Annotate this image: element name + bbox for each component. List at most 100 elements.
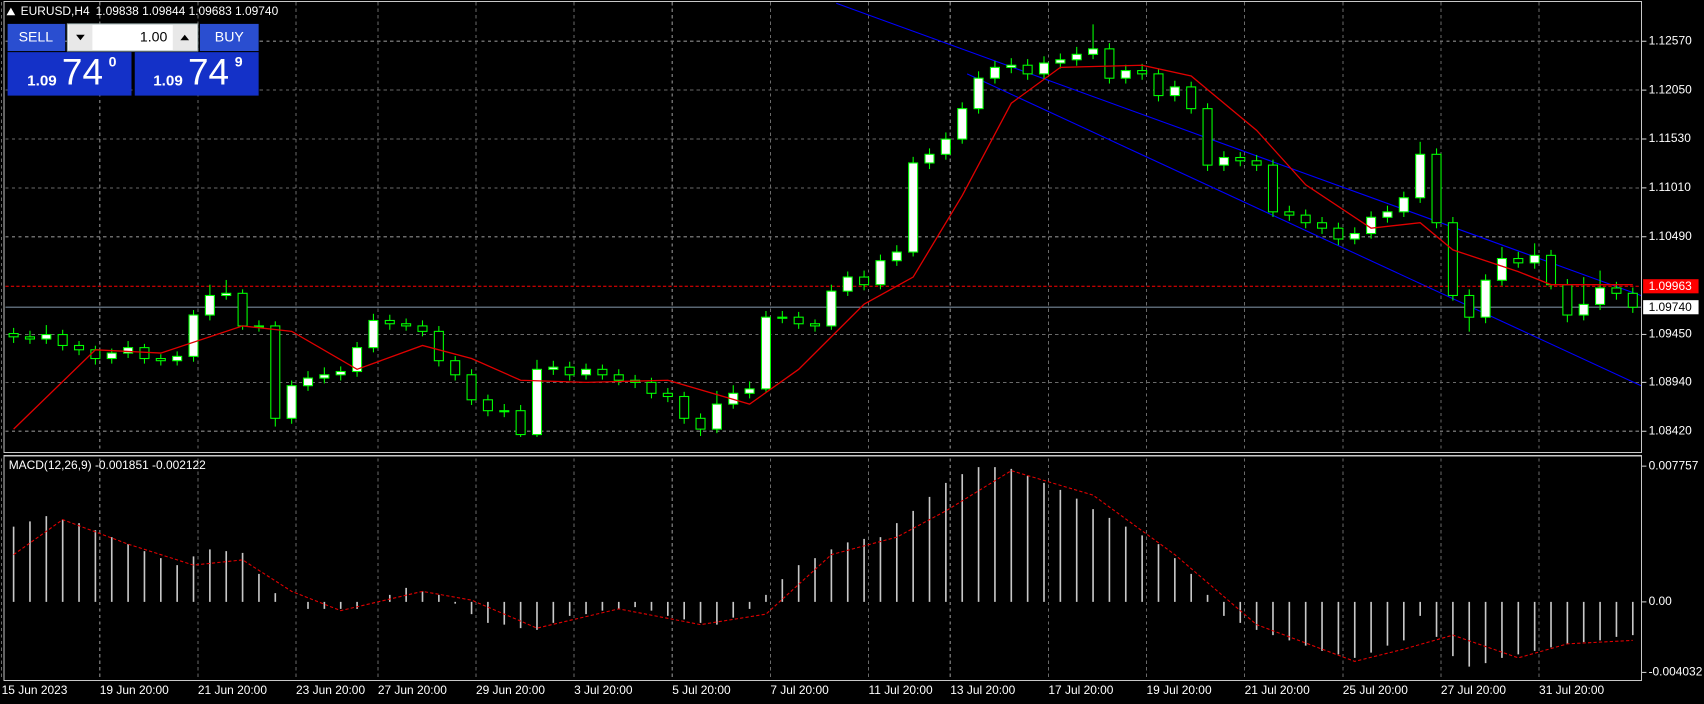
macd-signal	[13, 470, 1633, 662]
candle-body	[646, 381, 657, 394]
x-tick-label: 3 Jul 20:00	[574, 683, 633, 697]
candle-body	[1480, 279, 1491, 318]
price-label: 1.09963	[1649, 279, 1693, 293]
sell-button[interactable]	[7, 23, 66, 52]
candle-body	[270, 325, 281, 419]
up-arrow	[180, 34, 190, 41]
candle-body	[1431, 153, 1442, 224]
symbol-title: EURUSD,H4	[21, 4, 90, 18]
grid-layer	[1, 2, 1641, 681]
candle-body	[940, 138, 951, 155]
channel-line	[836, 2, 1642, 296]
candle-body	[1055, 59, 1066, 64]
candle-body	[1464, 294, 1475, 318]
candle-body	[450, 360, 461, 376]
candle-body	[875, 260, 886, 286]
x-tick-label: 21 Jul 20:00	[1245, 683, 1310, 697]
candle-body	[859, 276, 870, 286]
lot-value[interactable]: 1.00	[140, 29, 168, 45]
buy-button[interactable]	[199, 23, 259, 52]
candle-body	[809, 323, 821, 327]
candle-body	[1627, 292, 1638, 308]
candle-body	[1300, 214, 1311, 224]
collapse-icon[interactable]	[6, 7, 16, 16]
x-tick-label: 19 Jul 20:00	[1147, 683, 1212, 697]
candle-body	[613, 374, 624, 381]
candle-body	[73, 344, 85, 351]
candle-body	[1415, 153, 1426, 199]
candle-body	[237, 292, 248, 327]
candle-body	[1153, 73, 1164, 97]
bid-pips: 74	[62, 52, 103, 93]
candle-body	[531, 368, 543, 436]
candle-body	[924, 153, 935, 164]
candle-body	[1120, 70, 1131, 79]
candle-body	[1349, 232, 1360, 240]
candle-body	[90, 349, 101, 360]
candle-body	[973, 77, 984, 110]
x-tick-label: 7 Jul 20:00	[770, 683, 829, 697]
y-tick-label: 1.10490	[1649, 229, 1693, 243]
ask-point: 9	[235, 54, 243, 70]
candle-body	[1202, 108, 1213, 166]
candle-body	[1186, 86, 1197, 110]
candle-body	[155, 357, 166, 362]
candle-body	[319, 374, 330, 379]
candle-body	[1235, 156, 1246, 162]
candle-body	[417, 325, 428, 332]
axis-layer: 15 Jun 2023 19 Jun 20:00 21 Jun 20:00 23 Ju…	[2, 33, 1703, 697]
x-tick-label: 17 Jul 20:00	[1048, 683, 1113, 697]
candle-body	[41, 334, 52, 340]
y-tick-label: 1.09450	[1649, 327, 1693, 341]
candle-body	[1267, 164, 1279, 213]
candle-body	[1496, 257, 1507, 281]
x-tick-label: 5 Jul 20:00	[672, 683, 731, 697]
candle-body	[662, 392, 673, 398]
x-tick-label: 11 Jul 20:00	[868, 683, 933, 697]
candle-body	[1218, 156, 1229, 166]
candle-body	[1071, 53, 1082, 61]
x-tick-label: 15 Jun 2023	[2, 683, 68, 697]
candle-body	[1316, 222, 1328, 229]
y-tick-label: 1.08420	[1649, 423, 1693, 437]
candle-body	[139, 347, 150, 360]
x-tick-label: 29 Jun 20:00	[476, 683, 545, 697]
candle-body	[826, 290, 837, 327]
candle-body	[1382, 211, 1393, 218]
candle-body	[1578, 303, 1589, 316]
candle-body	[1104, 48, 1115, 79]
y-tick-label: 1.11530	[1649, 131, 1692, 145]
candle-body	[172, 355, 183, 362]
price-label-box	[1643, 300, 1699, 315]
candle-body	[1137, 70, 1148, 75]
x-tick-label: 13 Jul 20:00	[950, 683, 1015, 697]
ask-box[interactable]	[134, 52, 259, 96]
channel-line	[966, 73, 1642, 387]
candle-body	[204, 294, 215, 316]
x-tick-label: 31 Jul 20:00	[1539, 683, 1604, 697]
candle-body	[1169, 86, 1180, 97]
y-tick-label: 1.12050	[1649, 82, 1693, 96]
candle-body	[744, 388, 755, 394]
candle-body	[499, 410, 510, 413]
candle-body	[1447, 222, 1458, 297]
candle-body	[466, 374, 477, 401]
y-tick-label: 1.12570	[1649, 33, 1693, 47]
candle-body	[1545, 254, 1557, 286]
candle-body	[1333, 227, 1344, 240]
candle-body	[793, 316, 804, 325]
x-tick-label: 27 Jul 20:00	[1441, 683, 1506, 697]
candle-body	[1251, 160, 1262, 166]
candle-body	[760, 316, 771, 390]
macd-title: MACD(12,26,9) -0.001851 -0.002122	[9, 458, 206, 472]
candle-body	[1611, 287, 1622, 294]
candle-body	[24, 336, 36, 340]
candle-body	[335, 370, 346, 376]
candle-body	[286, 385, 297, 419]
candle-body	[989, 66, 1000, 79]
bid-box[interactable]	[7, 52, 132, 96]
price-label: 1.09740	[1649, 300, 1693, 314]
candle-body	[679, 395, 690, 419]
